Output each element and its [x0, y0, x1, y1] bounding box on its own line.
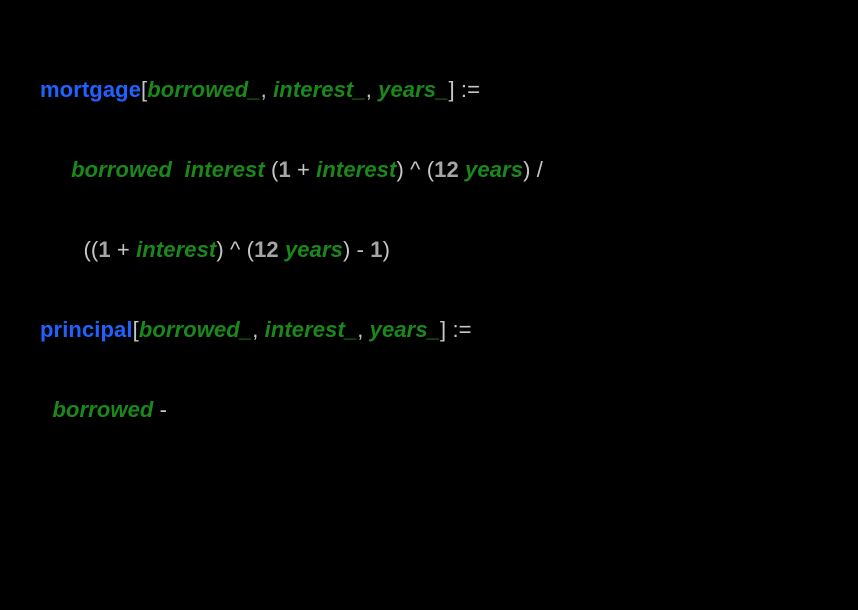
fn-mortgage: mortgage [40, 77, 141, 102]
var: years_ [378, 77, 448, 102]
var: interest_ [273, 77, 366, 102]
code-line-5: borrowed - [40, 390, 818, 430]
var: borrowed [71, 157, 172, 182]
var: interest_ [265, 317, 358, 342]
paren: ( [265, 157, 279, 182]
bracket-assign: ] := [440, 317, 472, 342]
code-line-1: mortgage[borrowed_, interest_, years_] :… [40, 70, 818, 110]
comma: , [261, 77, 273, 102]
fn-principal: principal [40, 317, 133, 342]
pad [40, 557, 46, 582]
var: borrowed [52, 397, 153, 422]
num: 1 [278, 157, 290, 182]
paren-minus: ) - [343, 237, 370, 262]
paren-div: ) / [523, 157, 543, 182]
code-line-3: ((1 + interest) ^ (12 years) - 1) [40, 230, 818, 270]
num: 1 [370, 237, 382, 262]
comma: , [357, 317, 369, 342]
code-line-7 [40, 550, 818, 590]
sp [172, 157, 184, 182]
pad [40, 397, 52, 422]
paren-pow: ) ^ ( [396, 157, 434, 182]
var: years [465, 157, 523, 182]
paren: (( [84, 237, 99, 262]
comma: , [252, 317, 264, 342]
var: interest [136, 237, 216, 262]
var: years_ [370, 317, 440, 342]
comma: , [366, 77, 378, 102]
code-block: mortgage[borrowed_, interest_, years_] :… [0, 0, 858, 610]
var: interest [185, 157, 265, 182]
num: 12 [254, 237, 279, 262]
bracket-assign: ] := [448, 77, 480, 102]
minus: - [153, 397, 167, 422]
pad [40, 477, 46, 502]
code-line-2: borrowed interest (1 + interest) ^ (12 y… [40, 150, 818, 190]
num: 12 [434, 157, 459, 182]
num: 1 [98, 237, 110, 262]
plus: + [111, 237, 136, 262]
paren-pow: ) ^ ( [216, 237, 254, 262]
var: years [285, 237, 343, 262]
var: borrowed_ [139, 317, 252, 342]
pad [40, 157, 71, 182]
pad [40, 237, 84, 262]
var: interest [316, 157, 396, 182]
code-line-6 [40, 470, 818, 510]
code-line-4: principal[borrowed_, interest_, years_] … [40, 310, 818, 350]
paren: ) [383, 237, 390, 262]
var: borrowed_ [147, 77, 260, 102]
plus: + [291, 157, 316, 182]
